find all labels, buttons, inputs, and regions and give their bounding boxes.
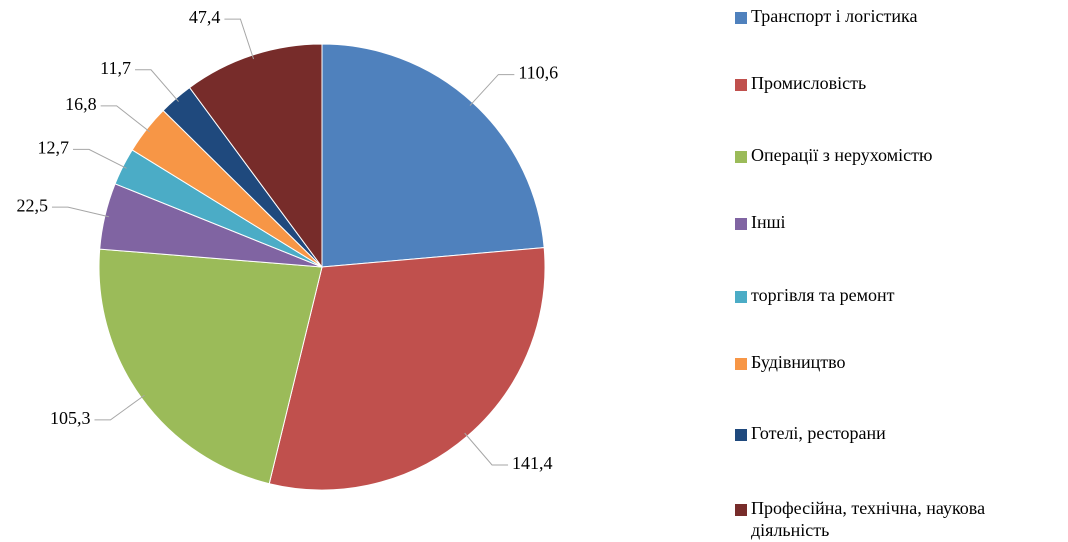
leader-line bbox=[94, 394, 145, 421]
legend-label: Транспорт і логістика bbox=[751, 6, 918, 26]
leader-line bbox=[469, 74, 515, 106]
legend-swatch bbox=[735, 218, 747, 230]
legend-item: Промисловість bbox=[735, 73, 866, 93]
legend-swatch bbox=[735, 291, 747, 303]
legend-label: Готелі, ресторани bbox=[751, 423, 886, 443]
legend-item: торгівля та ремонт bbox=[735, 285, 895, 305]
leader-line bbox=[224, 18, 255, 60]
legend-label-line: Професійна, технічна, наукова bbox=[751, 498, 985, 518]
data-label: 11,7 bbox=[100, 58, 131, 78]
legend-swatch bbox=[735, 79, 747, 91]
legend-swatch bbox=[735, 151, 747, 163]
leader-line bbox=[73, 148, 127, 169]
leader-line bbox=[464, 432, 509, 466]
legend-label: торгівля та ремонт bbox=[751, 285, 895, 305]
leader-line bbox=[51, 206, 109, 218]
legend-label: Операції з нерухомістю bbox=[751, 145, 932, 165]
legend-swatch bbox=[735, 12, 747, 24]
legend-label: Промисловість bbox=[751, 73, 866, 93]
legend-swatch bbox=[735, 504, 747, 516]
legend-item: Будівництво bbox=[735, 352, 846, 372]
legend-label: Інші bbox=[751, 212, 786, 232]
leader-line bbox=[135, 69, 179, 102]
data-label: 12,7 bbox=[38, 138, 70, 158]
legend-item: Транспорт і логістика bbox=[735, 6, 918, 26]
legend-label: Будівництво bbox=[751, 352, 846, 372]
data-label: 110,6 bbox=[518, 63, 558, 83]
data-label: 105,3 bbox=[50, 408, 91, 428]
legend-swatch bbox=[735, 358, 747, 370]
leader-line bbox=[100, 105, 151, 133]
pie-slice bbox=[321, 43, 545, 268]
legend-swatch bbox=[735, 429, 747, 441]
legend-item: Операції з нерухомістю bbox=[735, 145, 932, 165]
legend-label-line: діяльність bbox=[751, 520, 829, 540]
data-label: 22,5 bbox=[16, 195, 48, 215]
legend-label: Професійна, технічна, наукова діяльність bbox=[751, 498, 985, 540]
data-label: 47,4 bbox=[189, 7, 221, 27]
data-label: 16,8 bbox=[65, 94, 97, 114]
legend-item: Готелі, ресторани bbox=[735, 423, 886, 443]
legend-item: Професійна, технічна, наукова діяльність bbox=[735, 498, 985, 540]
data-label: 141,4 bbox=[512, 453, 553, 473]
legend-item: Інші bbox=[735, 212, 786, 232]
